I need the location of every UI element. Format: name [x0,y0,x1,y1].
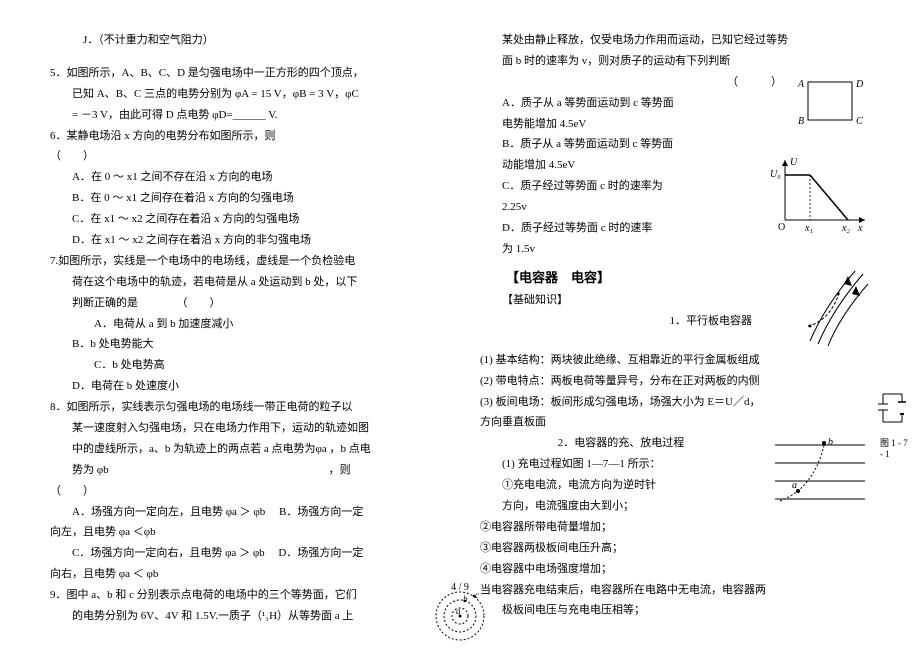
q7-l1: 7.如图所示，实线是一个电场中的电场线，虚线是一个负检验电 [50,251,440,272]
right-column: 某处由静止释放，仅受电场力作用而运动，已知它经过等势 面 b 时的速率为 v，则… [480,30,870,570]
pb-b: b [828,437,833,448]
optB1: B．质子从 a 等势面运动到 c 等势面 [480,134,782,155]
q7-l3: 判断正确的是 （ ） [50,293,440,314]
q8-optA: A．场强方向一定向左，且电势 φa ＞ φb [72,506,265,518]
g-O: O [778,222,785,233]
circuit-figure [874,390,908,432]
q7-optC: C．b 处电势高 [72,355,259,376]
sq-C: C [856,116,863,127]
g-U0: U₀ [770,169,781,180]
g-x2: x₂ [841,223,850,234]
square-svg: A D B C [790,72,870,132]
q6-paren: （ ） [50,146,440,167]
p3b: 方向垂直板面 [480,412,870,433]
c8: 极板间电压与充电电压相等； [480,600,870,621]
option-j: J．（不计重力和空气阻力） [50,30,440,51]
optA1: A．质子从 a 等势面运动到 c 等势面 [480,93,782,114]
parabola-svg: b a [770,433,870,508]
left-column: J．（不计重力和空气阻力） 5．如图所示，A、B、C、D 是匀强电场中一正方形的… [50,30,440,570]
q6-optA: A．在 0 ～ x1 之间不存在沿 x 方向的电场 [50,167,440,188]
optD1: D．质子经过等势面 c 时的速率 [480,218,762,239]
q8-optD: D．场强方向一定 [278,547,363,559]
q5-line2: 已知 A、B、C 三点的电势分别为 φA = 15 V，φB = 3 V，φC [50,84,440,105]
c3: 方向，电流强度由大到小； [480,496,762,517]
section-title: 【电容器 电容】 [480,266,792,291]
q9-paren: （ ） [480,72,782,93]
optA2: 电势能增加 4.5eV [480,114,782,135]
c2: ①充电电流，电流方向为逆时针 [480,475,762,496]
q5-line3: = －3 V，由此可得 D 点电势 φD=______ V. [50,105,440,126]
q6-optC: C．在 x1 ～ x2 之间存在着沿 x 方向的匀强电场 [50,209,440,230]
q8-l4: 势为 φb ，则 [50,460,440,481]
q8-l2: 某一速度射入匀强电场，只在电场力作用下，运动的轨迹如图 [50,418,440,439]
cont-l1: 某处由静止释放，仅受电场力作用而运动，已知它经过等势 [480,30,870,51]
circuit-caption: 图 1 - 7 - 1 [880,436,910,459]
p2: (2) 带电特点：两板电荷等量异号，分布在正对两板的内侧 [480,371,870,392]
optB2: 动能增加 4.5eV [480,155,762,176]
optC1: C．质子经过等势面 c 时的速率为 [480,176,762,197]
q6-optD: D．在 x1 ～ x2 之间存在着沿 x 方向的非匀强电场 [50,230,440,251]
concentric-svg: a b c [425,586,495,641]
cc-b: b [463,594,468,604]
concentric-figure: a b c [425,586,495,641]
fieldlines-figure [800,266,870,346]
cont-l2: 面 b 时的速率为 v，则对质子的运动有下列判断 [502,55,730,67]
q6: 6．某静电场沿 x 方向的电势分布如图所示，则 （ ） A．在 0 ～ x1 之… [50,126,440,251]
q6-optB: B．在 0 ～ x1 之间存在着沿 x 方向的匀强电场 [50,188,440,209]
q8: 8．如图所示，实线表示匀强电场的电场线一带正电荷的粒子以 某一速度射入匀强电场，… [50,397,440,585]
q8-paren: （ ） [50,481,440,502]
c1: (1) 充电过程如图 1—7—1 所示： [480,454,762,475]
cc-a: a [456,606,461,616]
q6-stem: 6．某静电场沿 x 方向的电势分布如图所示，则 [50,126,440,147]
q5-line1: 5．如图所示，A、B、C、D 是匀强电场中一正方形的四个顶点， [50,63,440,84]
q8-optB: B．场强方向一定 [279,506,363,518]
q9: 9．图中 a、b 和 c 分别表示点电荷的电场中的三个等势面，它们 的电势分别为… [50,585,440,627]
p1: (1) 基本结构：两块彼此绝缘、互相靠近的平行金属板组成 [480,350,870,371]
sub-title: 【基础知识】 [480,290,792,311]
pb-a: a [792,480,797,491]
g-x1: x₁ [804,223,813,234]
c6: ④电容器中电场强度增加； [480,559,870,580]
c4: ②电容器所带电荷量增加； [480,517,870,538]
sq-B: B [798,116,804,127]
h1: 1．平行板电容器 [480,311,792,332]
h2: 2．电容器的充、放电过程 [480,433,762,454]
q7: 7.如图所示，实线是一个电场中的电场线，虚线是一个负检验电 荷在这个电场中的轨迹… [50,251,440,397]
optC2: 2.25v [480,197,762,218]
c5: ③电容器两极板间电压升高； [480,538,870,559]
fieldlines-svg [800,266,870,346]
q7-optD: D．电荷在 b 处速度小 [50,376,237,397]
graph-svg: U₀ U O x₁ x₂ x [770,155,870,235]
g-U: U [790,157,798,168]
q5: 5．如图所示，A、B、C、D 是匀强电场中一正方形的四个顶点， 已知 A、B、C… [50,63,440,126]
q8-optB2: 向左，且电势 φa ＜φb [50,522,440,543]
optD2: 为 1.5v [480,239,762,260]
cc-c: c [475,590,479,600]
g-x: x [857,223,863,234]
circuit-svg [874,390,908,432]
sq-D: D [855,79,864,90]
potential-graph: U₀ U O x₁ x₂ x [770,155,870,235]
c7: 当电容器充电结束后，电容器所在电路中无电流，电容器两 [480,580,870,601]
q9-l2: 的电势分别为 6V、4V 和 1.5V.一质子（¹₁H）从等势面 a 上 [50,606,440,627]
q7-l2: 荷在这个电场中的轨迹，若电荷是从 a 处运动到 b 处，以下 [50,272,440,293]
q8-optC: C．场强方向一定向右，且电势 φa ＞ φb [72,547,265,559]
square-figure: A D B C [790,72,870,132]
q9-l1: 9．图中 a、b 和 c 分别表示点电荷的电场中的三个等势面，它们 [50,585,440,606]
q8-optD2: 向右，且电势 φa ＜ φb [50,564,440,585]
p3: (3) 板间电场：板间形成匀强电场，场强大小为 E＝U／d， [480,392,870,413]
q8-l1: 8．如图所示，实线表示匀强电场的电场线一带正电荷的粒子以 [50,397,440,418]
parabola-figure: b a [770,433,870,508]
q7-optA: A．电荷从 a 到 b 加速度减小 [72,314,259,335]
q8-l3: 中的虚线所示，a、b 为轨迹上的两点若 a 点电势为φa ，b 点电 [50,439,440,460]
q7-optB: B．b 处电势能大 [50,334,237,355]
page-number: 4 / 9 [451,582,469,593]
sq-A: A [797,79,805,90]
